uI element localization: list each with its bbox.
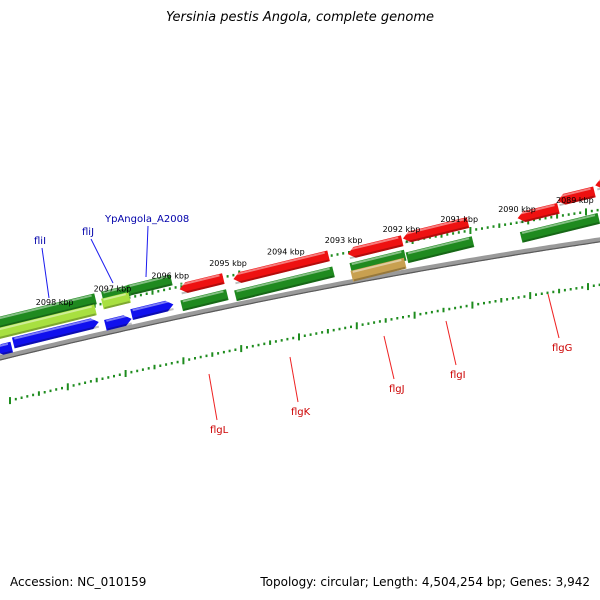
label-leader-line <box>547 293 560 339</box>
scale-label: 2095 kbp <box>209 259 247 268</box>
label-leader-line <box>208 373 218 421</box>
gene-green-outer[interactable] <box>0 293 97 329</box>
map-title: Yersinia pestis Angola, complete genome <box>166 10 434 25</box>
scale-label: 2089 kbp <box>556 196 594 205</box>
gene-green-A2008[interactable] <box>127 274 173 296</box>
gene-label-fliI[interactable]: fliI <box>34 236 46 247</box>
genome-backbone <box>0 237 600 361</box>
gene-label-YpAngola_A2008[interactable]: YpAngola_A2008 <box>104 214 189 225</box>
label-leader-line <box>145 225 149 278</box>
gene-green-flgG[interactable] <box>519 213 600 243</box>
gene-red-flgI[interactable] <box>402 217 470 244</box>
gene-tan-flgJ[interactable] <box>350 257 407 282</box>
label-leader-line <box>289 356 299 403</box>
backbone-shadow <box>0 241 600 361</box>
gene-red-flgE[interactable] <box>594 175 600 191</box>
gene-blue[interactable] <box>0 341 14 357</box>
gene-red-flgG[interactable] <box>516 202 560 224</box>
gene-yellowgreen[interactable] <box>0 304 97 340</box>
gene-label-flgI[interactable]: flgI <box>450 370 466 381</box>
gene-green-flgL[interactable] <box>180 289 229 312</box>
gene-label-fliJ[interactable]: fliJ <box>82 227 94 238</box>
gene-label-flgL[interactable]: flgL <box>210 425 229 436</box>
gene-label-flgK[interactable]: flgK <box>291 407 311 418</box>
topology-text: Topology: circular; Length: 4,504,254 bp… <box>260 575 590 589</box>
scale-label: 2090 kbp <box>498 205 536 214</box>
gene-green-flgI[interactable] <box>405 236 475 264</box>
label-leader-line <box>90 238 114 284</box>
label-leader-line <box>445 320 457 366</box>
scale-label: 2093 kbp <box>325 236 363 245</box>
scale-label: 2092 kbp <box>383 225 421 234</box>
scale-label: 2096 kbp <box>151 272 189 281</box>
scale-label: 2094 kbp <box>267 247 305 256</box>
backbone-line <box>0 237 600 361</box>
outer-tick-track <box>7 208 599 330</box>
scale-label: 2098 kbp <box>36 298 74 307</box>
accession-text: Accession: NC_010159 <box>10 575 147 589</box>
gene-yellowgreen-fliJ[interactable] <box>101 292 131 310</box>
gene-blue-A2008[interactable] <box>130 299 174 320</box>
scale-label: 2097 kbp <box>94 285 132 294</box>
gene-red-flgJ[interactable] <box>346 235 404 260</box>
gene-blue-fliJ[interactable] <box>104 314 133 331</box>
gene-red-flgF[interactable] <box>556 186 596 207</box>
gene-green-flgK[interactable] <box>234 266 335 302</box>
gene-red-flgK[interactable] <box>232 250 330 285</box>
label-leader-line <box>41 247 50 299</box>
gene-label-flgG[interactable]: flgG <box>552 343 572 354</box>
gene-labels: fliI fliJ YpAngola_A2008 flgL flgK flgJ flgI fl… <box>34 214 572 436</box>
scale-labels: 2089 kbp 2090 kbp 2091 kbp 2092 kbp 2093 kbp… <box>36 196 594 307</box>
label-leader-line <box>383 335 395 380</box>
gene-label-flgJ[interactable]: flgJ <box>389 384 405 395</box>
inner-tick-track <box>9 283 600 405</box>
gene-features <box>0 175 600 357</box>
gene-red-flgL[interactable] <box>178 273 225 295</box>
scale-label: 2091 kbp <box>440 215 478 224</box>
gene-blue-fliI[interactable] <box>11 317 100 349</box>
